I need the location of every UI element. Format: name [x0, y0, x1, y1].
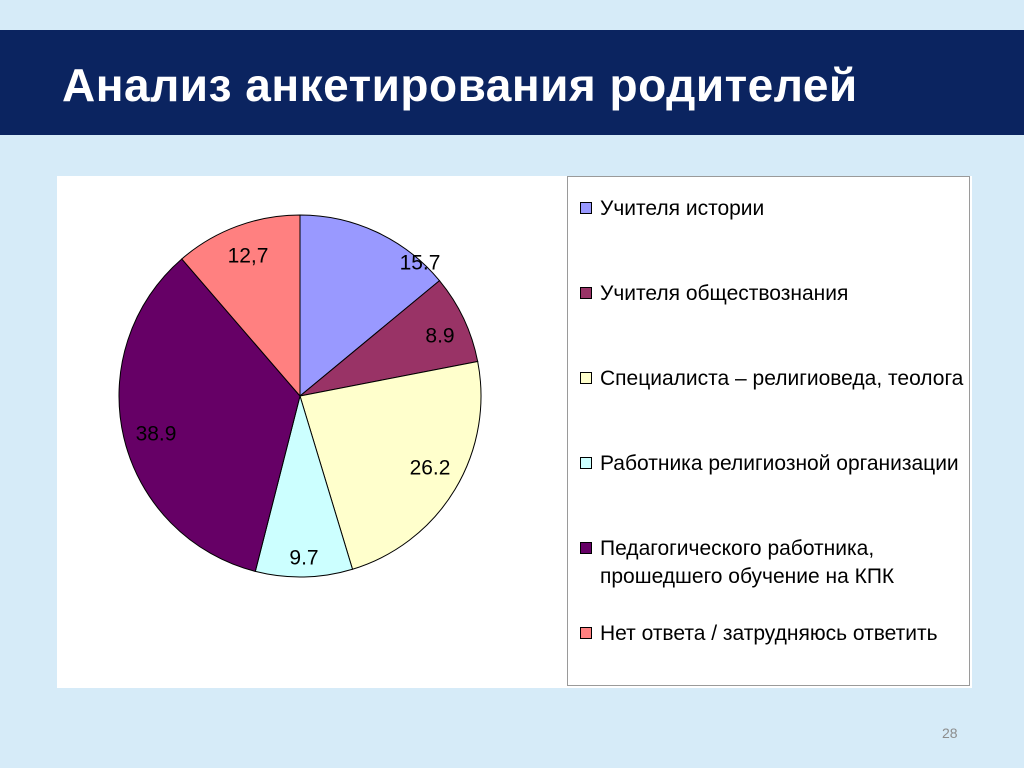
title-bar [0, 30, 1024, 135]
legend-swatch [580, 542, 592, 554]
legend-swatch [580, 202, 592, 214]
data-label: 8.9 [425, 325, 454, 348]
legend-label: Педагогического работника, прошедшего об… [600, 537, 895, 588]
legend-swatch [580, 457, 592, 469]
legend-label: Специалиста – религиоведа, теолога [600, 367, 964, 390]
data-label: 12,7 [228, 245, 269, 268]
chart-legend: Учителя истории Учителя обществознания С… [567, 176, 970, 686]
legend-label: Нет ответа / затрудняюсь ответить [600, 622, 938, 645]
legend-swatch [580, 372, 592, 384]
legend-label: Работника религиозной организации [600, 452, 959, 475]
legend-label: Учителя истории [600, 197, 765, 220]
pie-slice [299, 279, 479, 397]
slide-title: Анализ анкетирования родителей [62, 59, 858, 111]
pie-slice [181, 214, 301, 398]
legend-swatch [580, 627, 592, 639]
pie-slice [299, 214, 441, 398]
data-label: 15.7 [400, 252, 441, 275]
data-label: 38.9 [136, 423, 177, 446]
legend-swatch [580, 287, 592, 299]
pie-chart: 15.7 8.9 26.2 9.7 38.9 12,7 [118, 214, 482, 578]
data-label: 9.7 [289, 547, 318, 570]
pie-slice [118, 258, 301, 573]
legend-label: Учителя обществознания [600, 282, 849, 305]
page-number: 28 [942, 725, 958, 741]
pie-slice [254, 394, 354, 578]
pie-slice [299, 360, 482, 570]
data-label: 26.2 [410, 457, 451, 480]
